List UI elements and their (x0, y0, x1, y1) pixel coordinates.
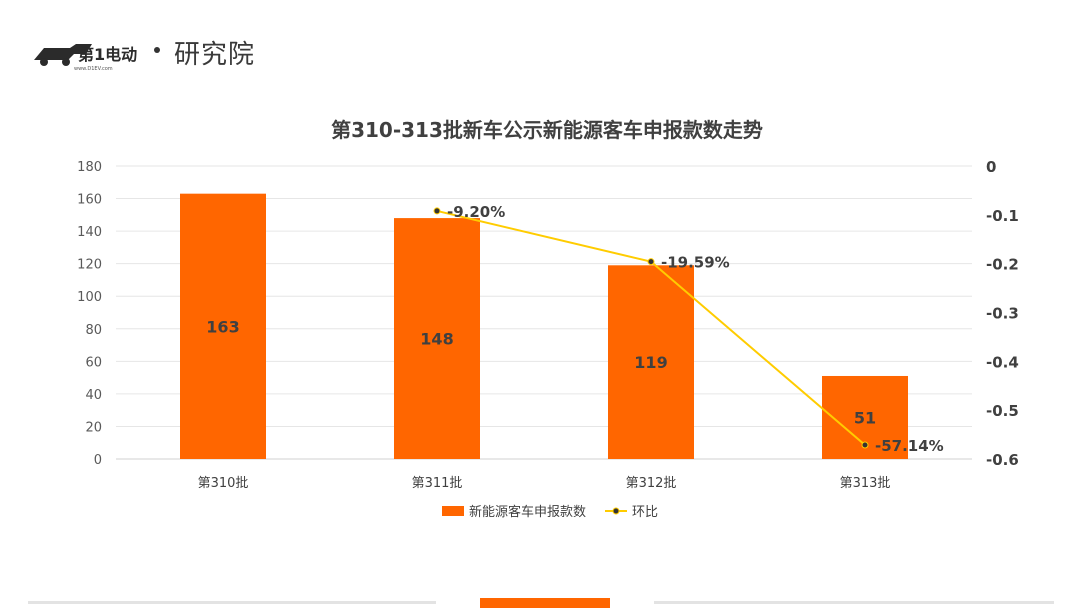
right-tick-label: -0.5 (986, 402, 1019, 420)
legend: 新能源客车申报款数 环比 (442, 504, 658, 520)
legend-label-bar: 新能源客车申报款数 (469, 504, 586, 520)
right-tick-label: -0.1 (986, 207, 1019, 225)
x-tick-label: 第311批 (412, 476, 463, 491)
footer-divider-left (28, 601, 436, 604)
x-tick-label: 第310批 (198, 476, 249, 491)
left-tick-label: 180 (77, 160, 102, 175)
d1ev-logo-icon: 第1电动 www.D1EV.com (34, 44, 137, 72)
bar-data-label: 51 (854, 408, 876, 427)
x-tick-label: 第312批 (626, 476, 677, 491)
footer-accent (480, 598, 610, 608)
left-tick-label: 40 (85, 388, 102, 403)
x-tick-label: 第313批 (840, 476, 891, 491)
bar-data-label: 119 (634, 353, 667, 372)
bar (608, 265, 694, 459)
left-tick-label: 140 (77, 225, 102, 240)
right-tick-label: 0 (986, 158, 996, 176)
left-tick-label: 100 (77, 290, 102, 305)
footer-divider-right (654, 601, 1054, 604)
line-point (433, 207, 441, 215)
line-data-label: -57.14% (875, 437, 944, 455)
logo-separator-dot (154, 47, 160, 53)
left-tick-label: 0 (94, 453, 102, 468)
left-tick-label: 60 (85, 355, 102, 370)
bar-data-label: 163 (206, 317, 239, 336)
line-point (861, 441, 869, 449)
line-point (647, 258, 655, 266)
right-tick-label: -0.2 (986, 256, 1019, 274)
right-axis: 0 -0.1 -0.2 -0.3 -0.4 -0.5 -0.6 (986, 158, 1019, 469)
right-tick-label: -0.4 (986, 353, 1019, 371)
bar-data-label: 148 (420, 330, 453, 349)
logo-sub-label: 研究院 (174, 39, 256, 70)
legend-swatch-point (612, 507, 620, 515)
chart-title: 第310-313批新车公示新能源客车申报款数走势 (331, 118, 763, 142)
left-tick-label: 160 (77, 193, 102, 208)
bar (180, 193, 266, 459)
line-data-label: -9.20% (447, 203, 505, 221)
brand-logo: 第1电动 www.D1EV.com 研究院 (30, 32, 255, 72)
bar (394, 218, 480, 459)
bar-series: 163 148 119 51 (180, 193, 908, 459)
legend-label-line: 环比 (632, 505, 658, 520)
line-data-label: -19.59% (661, 254, 730, 272)
logo-label: 第1电动 (78, 45, 137, 64)
right-tick-label: -0.3 (986, 305, 1019, 323)
x-axis: 第310批 第311批 第312批 第313批 (198, 476, 891, 491)
left-tick-label: 120 (77, 258, 102, 273)
left-tick-label: 80 (85, 323, 102, 338)
logo-url: www.D1EV.com (74, 66, 113, 72)
legend-swatch-bar (442, 506, 464, 516)
left-axis: 0 20 40 60 80 100 120 140 160 180 (77, 160, 102, 468)
line-series: -9.20% -19.59% -57.14% (433, 203, 944, 455)
left-tick-label: 20 (85, 420, 102, 435)
right-tick-label: -0.6 (986, 451, 1019, 469)
